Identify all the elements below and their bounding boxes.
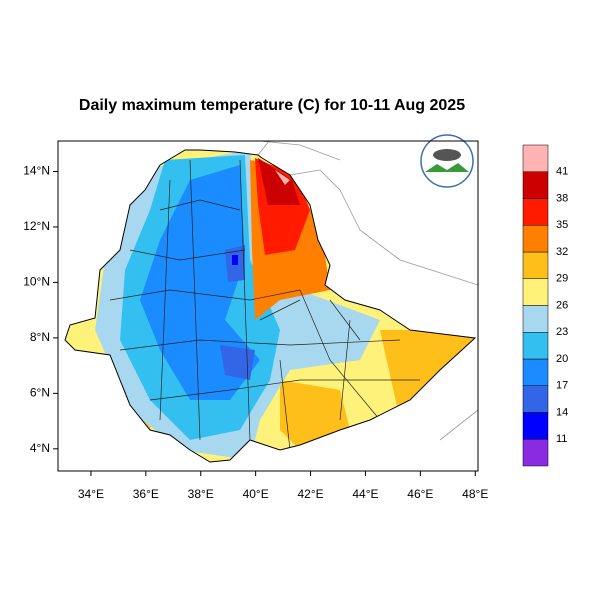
colorbar-label: 35 xyxy=(556,219,568,231)
colorbar-box xyxy=(522,144,549,172)
colorbar-label: 26 xyxy=(556,299,568,311)
y-tick-label: 10°N xyxy=(23,275,50,289)
x-tick-label: 46°E xyxy=(407,487,433,501)
colorbar-label: 20 xyxy=(556,353,568,365)
colorbar-box xyxy=(522,171,549,199)
colorbar-box xyxy=(522,278,549,306)
y-tick-label: 12°N xyxy=(23,219,50,233)
x-tick-label: 34°E xyxy=(78,487,104,501)
colorbar-box xyxy=(522,305,549,333)
colorbar-box xyxy=(522,412,549,440)
x-tick-label: 48°E xyxy=(462,487,488,501)
y-tick-label: 14°N xyxy=(23,164,50,178)
colorbar-label: 14 xyxy=(556,406,568,418)
colorbar-box xyxy=(522,225,549,253)
x-tick-label: 42°E xyxy=(297,487,323,501)
y-tick-label: 8°N xyxy=(30,330,50,344)
colorbar-label: 11 xyxy=(556,433,567,445)
colorbar-label: 23 xyxy=(556,326,568,338)
colorbar-box xyxy=(522,251,549,279)
colorbar-label: 32 xyxy=(556,246,568,258)
colorbar-label: 17 xyxy=(556,380,568,392)
colorbar-label: 38 xyxy=(556,192,568,204)
x-tick-label: 44°E xyxy=(352,487,378,501)
map-title: Daily maximum temperature (C) for 10-11 … xyxy=(79,97,465,114)
colorbar-label: 29 xyxy=(556,273,568,285)
map-frame xyxy=(57,140,479,472)
x-tick-label: 36°E xyxy=(133,487,159,501)
x-tick-label: 40°E xyxy=(243,487,269,501)
colorbar-label: 41 xyxy=(556,166,568,178)
y-tick-label: 4°N xyxy=(30,441,50,455)
colorbar-box xyxy=(522,332,549,360)
y-tick-label: 6°N xyxy=(30,386,50,400)
colorbar-box xyxy=(522,198,549,226)
x-tick-label: 38°E xyxy=(188,487,214,501)
temperature-field xyxy=(65,150,475,462)
logo xyxy=(420,134,474,188)
colorbar-box xyxy=(522,439,549,467)
colorbar-box xyxy=(522,385,549,413)
colorbar-box xyxy=(522,358,549,386)
